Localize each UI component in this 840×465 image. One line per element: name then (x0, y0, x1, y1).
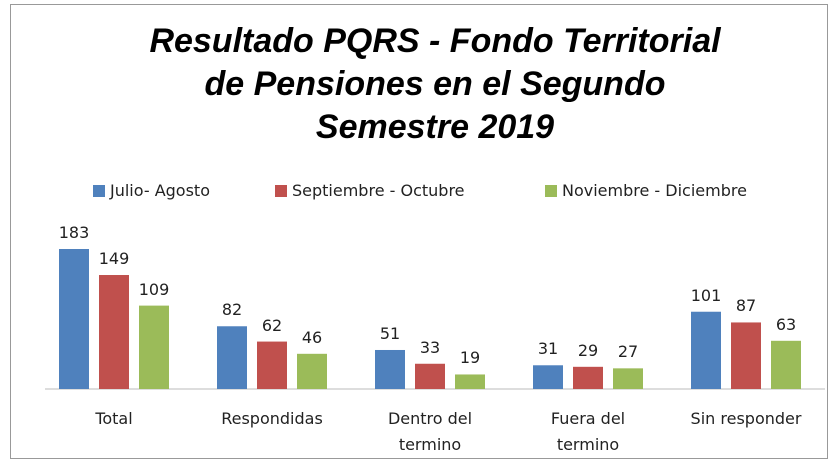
x-tick-label: Respondidas (221, 409, 323, 428)
x-tick-label: Sin responder (690, 409, 802, 428)
bar (415, 363, 445, 389)
bar (691, 311, 721, 389)
data-label: 183 (58, 223, 90, 242)
data-label: 149 (98, 249, 130, 268)
data-label: 82 (221, 300, 243, 320)
bar (731, 322, 761, 389)
legend-swatch (545, 184, 557, 197)
bar (217, 326, 247, 389)
data-label: 87 (735, 296, 757, 316)
data-label: 63 (775, 314, 797, 334)
legend-swatch (93, 184, 105, 197)
legend-label: Noviembre - Diciembre (562, 181, 747, 200)
legend-label: Septiembre - Octubre (292, 181, 465, 200)
bar (99, 275, 129, 389)
bar (613, 368, 643, 389)
x-tick-label: Dentro del termino (387, 409, 473, 454)
x-tick-label: Fuera del termino (550, 409, 626, 454)
data-label: 19 (459, 348, 481, 368)
legend-item: Noviembre - Diciembre (545, 181, 747, 200)
data-label: 101 (690, 285, 722, 305)
legend-item: Julio- Agosto (93, 181, 210, 200)
data-label: 29 (577, 340, 599, 360)
bar (139, 305, 169, 389)
legend-label: Julio- Agosto (110, 181, 210, 200)
bar (771, 340, 801, 389)
bar (375, 349, 405, 389)
data-label: 109 (138, 279, 170, 299)
data-label: 46 (301, 327, 323, 347)
data-label: 27 (617, 342, 639, 362)
bar (257, 341, 287, 389)
bar (533, 365, 563, 389)
legend-swatch (275, 184, 287, 197)
bar (297, 353, 327, 389)
bar (59, 249, 89, 389)
bar (455, 374, 485, 389)
chart-frame (10, 4, 828, 459)
legend-item: Septiembre - Octubre (275, 181, 465, 200)
chart-title: Resultado PQRS - Fondo Territorial de Pe… (149, 22, 721, 146)
x-tick-label: Total (95, 409, 133, 428)
data-label: 33 (419, 337, 441, 357)
data-label: 62 (261, 315, 283, 335)
bar (573, 366, 603, 389)
data-label: 31 (537, 339, 559, 359)
data-label: 51 (379, 323, 401, 343)
